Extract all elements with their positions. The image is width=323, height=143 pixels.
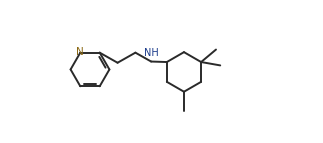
- Text: N: N: [76, 47, 83, 57]
- Text: NH: NH: [144, 48, 159, 58]
